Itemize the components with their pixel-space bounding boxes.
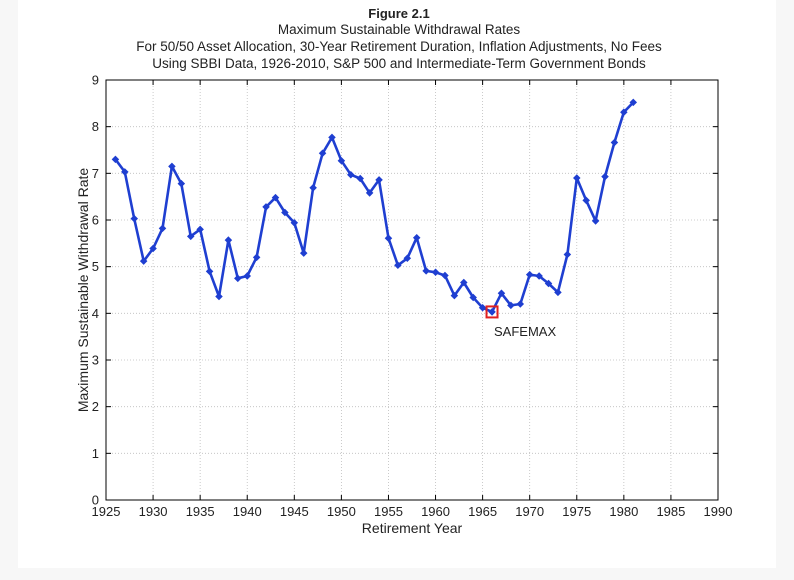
data-point [205,267,214,276]
data-point [544,279,553,288]
data-point [478,303,487,312]
x-tick-label: 1940 [233,504,262,519]
data-point [582,196,590,205]
data-point [450,291,459,300]
y-tick-label: 6 [92,213,99,228]
data-point [262,203,270,211]
y-tick-label: 4 [92,306,99,321]
y-tick-label: 7 [92,166,99,181]
y-tick-label: 3 [92,353,99,368]
data-point [168,162,176,171]
data-point [488,308,496,316]
data-point [318,149,327,158]
data-point [554,288,562,297]
y-tick-label: 5 [92,259,99,274]
data-point [243,272,251,280]
data-point [375,176,383,184]
data-point [460,278,468,287]
data-point [121,168,129,176]
data-point [281,208,289,217]
data-point [215,292,223,301]
data-point [149,244,157,253]
x-tick-label: 1985 [656,504,685,519]
data-point [573,174,581,182]
safemax-label: SAFEMAX [494,324,556,339]
x-tick-label: 1955 [374,504,403,519]
chart-title-line-1: Maximum Sustainable Withdrawal Rates [278,22,521,37]
data-point [130,214,139,223]
data-point [620,108,628,116]
data-point [186,232,195,241]
x-tick-label: 1975 [562,504,591,519]
data-point [196,225,204,234]
data-point [403,254,412,263]
y-axis-label: Maximum Sustainable Withdrawal Rate [75,168,91,413]
chart-title-line-3: Using SBBI Data, 1926-2010, S&P 500 and … [152,56,646,71]
x-tick-label: 1980 [609,504,638,519]
plot-area-border [105,79,719,501]
data-point [271,193,280,202]
data-point [431,268,440,277]
x-tick-label: 1945 [280,504,309,519]
data-point [139,257,148,265]
data-point [497,289,506,298]
data-point [610,138,619,147]
data-point [394,261,402,270]
y-tick-label: 1 [92,446,99,461]
x-tick-label: 1965 [468,504,497,519]
x-tick-label: 1935 [186,504,215,519]
x-tick-label: 1925 [92,504,121,519]
data-point [629,98,638,107]
data-point [177,179,186,188]
chart-title-line-2: For 50/50 Asset Allocation, 30-Year Reti… [136,39,662,54]
x-tick-label: 1950 [327,504,356,519]
data-point [469,293,477,302]
data-point [507,301,515,310]
grid-lines [105,79,719,501]
data-point [412,233,421,242]
data-point [290,219,299,227]
y-tick-label: 9 [92,73,99,88]
data-point [525,270,534,279]
y-tick-label: 2 [92,399,99,414]
figure-label: Figure 2.1 [368,6,429,21]
x-tick-label: 1960 [421,504,450,519]
data-point [601,172,609,181]
x-tick-label: 1970 [515,504,544,519]
data-point [384,234,393,242]
data-point [441,271,449,280]
x-axis-label: Retirement Year [362,520,463,536]
figure-panel [18,0,776,568]
data-point [347,170,355,179]
data-point [309,184,317,192]
data-point [328,133,336,142]
data-point [234,274,242,283]
data-point [158,224,167,233]
data-point [516,300,525,308]
data-point [591,217,600,225]
series-withdrawal-rate [111,98,638,316]
data-point [252,253,261,262]
series-line [114,101,635,314]
safemax-annotation: SAFEMAX [485,305,556,339]
x-tick-label: 1930 [139,504,168,519]
data-point [356,174,364,183]
data-point [563,250,572,259]
data-point [337,156,346,165]
y-tick-label: 0 [92,493,99,508]
data-point [224,236,233,244]
safemax-marker [485,305,499,319]
data-point [535,272,543,280]
x-tick-label: 1990 [704,504,733,519]
axis-ticks: 1925 1930 1935 1940 1945 1950 1955 1960 1965 1970… [92,73,733,520]
data-point [422,267,430,275]
data-point [365,189,374,197]
data-point [111,155,120,164]
data-point [299,249,308,257]
y-tick-label: 8 [92,119,99,134]
